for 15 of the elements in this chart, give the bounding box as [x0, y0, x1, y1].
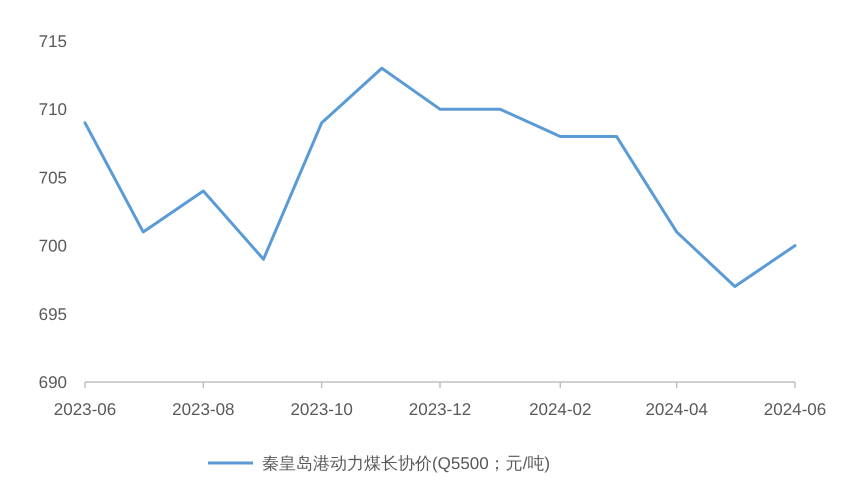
x-tick-label: 2023-12 — [408, 400, 472, 419]
x-tick-label: 2024-06 — [764, 400, 826, 419]
x-tick-label: 2023-10 — [290, 400, 353, 419]
y-tick-label: 715 — [38, 32, 67, 51]
y-tick-label: 710 — [38, 100, 67, 120]
x-tick-label: 2024-02 — [529, 400, 592, 419]
x-tick-label: 2024-04 — [645, 400, 708, 419]
legend-label: 秦皇岛港动力煤长协价(Q5500；元/吨) — [262, 454, 550, 473]
x-tick-label: 2023-06 — [54, 400, 116, 419]
y-tick-label: 700 — [38, 236, 67, 256]
y-tick-label: 705 — [38, 168, 67, 188]
line-series — [84, 66, 796, 288]
x-tick-label: 2023-08 — [172, 400, 235, 419]
y-tick-label: 695 — [38, 304, 67, 324]
y-tick-label: 690 — [38, 373, 67, 392]
